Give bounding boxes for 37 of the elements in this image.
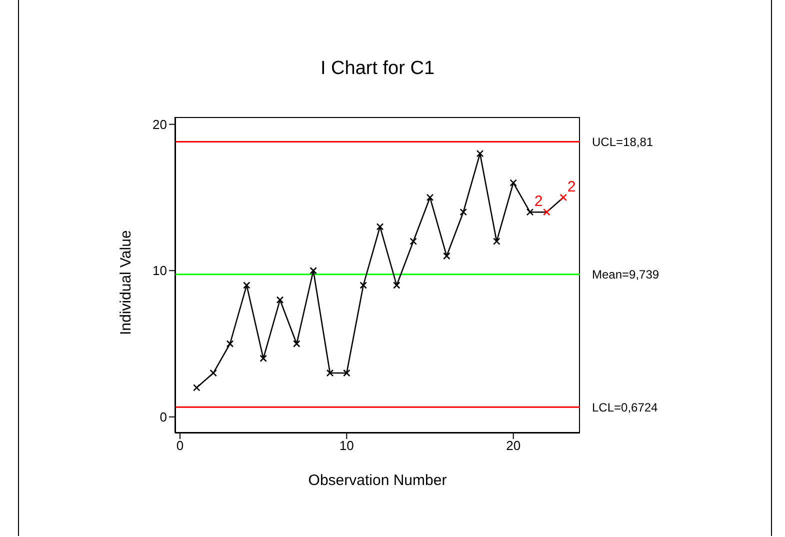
point [443,252,450,260]
chart-title: I Chart for C1 [319,58,436,80]
point [343,369,350,377]
x-tick-label: 20 [506,438,521,454]
y-tick-label: 10 [152,263,167,278]
point [360,282,367,289]
point [493,238,500,245]
x-tick-label: 10 [339,438,354,454]
point [210,369,217,377]
point [410,238,417,245]
point [543,208,550,216]
point [460,208,467,216]
ref-line-label: LCL=0,6724 [592,400,658,414]
y-tick-label: 0 [160,410,167,425]
annotation: 2 [567,178,576,196]
point [560,194,567,202]
point [526,208,534,216]
point [310,266,317,274]
annotation: 2 [534,193,543,210]
point [293,340,300,348]
point [226,340,234,348]
point [393,282,400,289]
x-tick-label: 0 [176,438,184,454]
ref-line-label: UCL=18,81 [592,134,654,149]
point [426,194,434,202]
point [260,354,267,362]
point [326,369,334,377]
point [510,179,517,186]
y-axis-title: Individual Value [117,230,134,335]
point [193,384,200,392]
x-axis-title: Observation Number [308,472,447,489]
point [476,150,484,158]
point [243,282,250,289]
y-tick-label: 20 [152,116,167,132]
point [276,296,284,304]
ref-line-label: Mean=9,739 [592,268,660,282]
point [376,223,384,230]
